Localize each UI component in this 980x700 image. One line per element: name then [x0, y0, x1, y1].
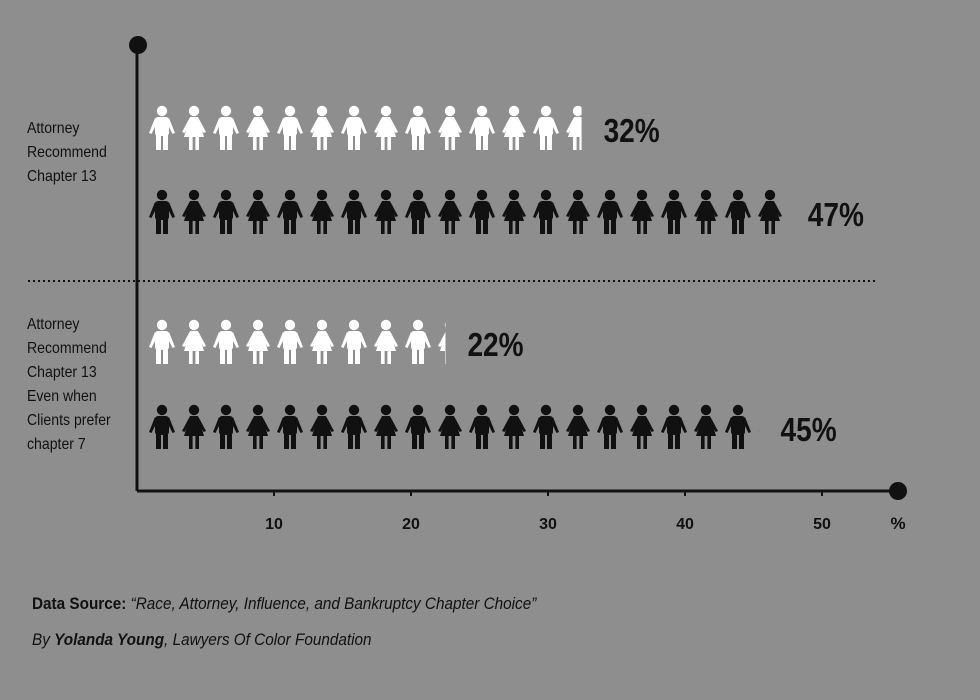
byline-by: By — [32, 630, 50, 649]
x-tick-label-20: 20 — [402, 516, 420, 533]
x-tick-label-40: 40 — [676, 516, 694, 533]
value-label-g1-2: 47% — [808, 197, 864, 234]
x-tick-label-50: 50 — [813, 516, 831, 533]
chart-marks: 32% 47% 22% 45% — [149, 105, 864, 449]
x-tick-label-10: 10 — [265, 516, 283, 533]
category-label-1: Attorney Recommend Chapter 13 — [27, 120, 107, 185]
byline-org: , Lawyers Of Color Foundation — [164, 630, 372, 649]
value-label-g2-1: 22% — [467, 327, 523, 364]
data-source-prefix: Data Source: — [32, 594, 127, 613]
y-axis-end-dot — [129, 36, 147, 54]
bar-g2-1 — [149, 319, 446, 364]
bar-g1-2 — [149, 189, 782, 234]
byline: By Yolanda Young, Lawyers Of Color Found… — [32, 630, 372, 650]
bar-g1-1 — [149, 105, 582, 150]
value-label-g1-1: 32% — [604, 113, 660, 150]
x-tick-label-30: 30 — [539, 516, 557, 533]
chart-ticks: 10 20 30 40 50% — [265, 491, 906, 533]
category-label-2: Attorney Recommend Chapter 13 Even when … — [27, 316, 111, 453]
x-unit-label: % — [890, 514, 905, 533]
value-label-g2-2: 45% — [781, 412, 837, 449]
data-source-title: “Race, Attorney, Influence, and Bankrupt… — [130, 594, 537, 613]
bar-g2-2 — [149, 404, 759, 449]
x-axis-end-dot — [889, 482, 907, 500]
data-source-line: Data Source: “Race, Attorney, Influence,… — [32, 594, 536, 614]
byline-author: Yolanda Young — [54, 630, 165, 649]
chart-axes — [28, 36, 907, 500]
